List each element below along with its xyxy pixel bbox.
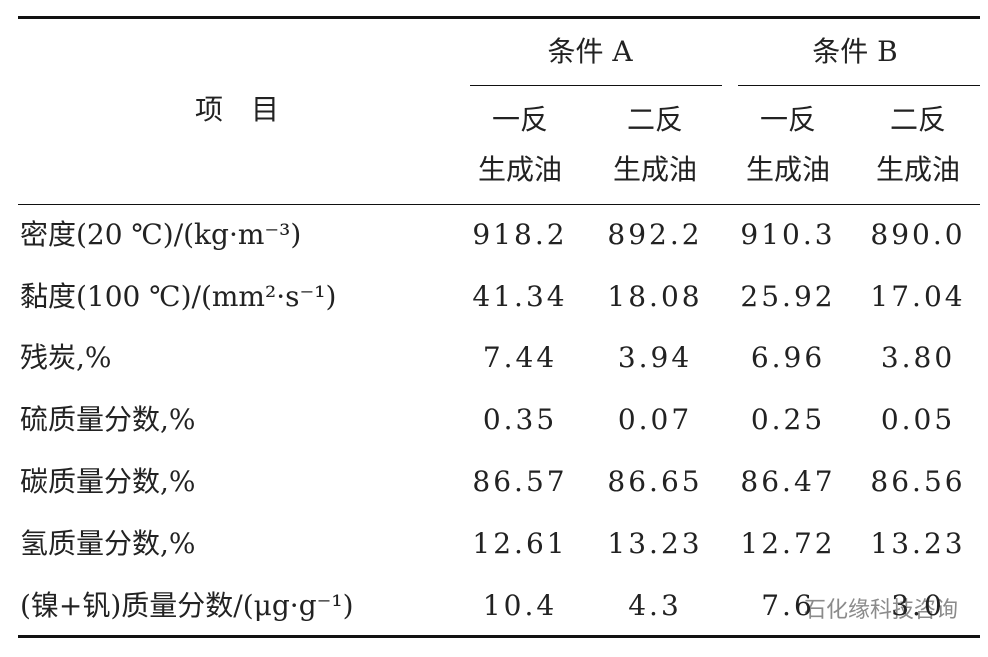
row-label: 碳质量分数,% <box>20 465 196 498</box>
cell-value: 13.23 <box>607 527 703 560</box>
cell-value: 3.0 <box>891 589 945 622</box>
cell-value: 0.35 <box>482 403 558 436</box>
cell-value: 918.2 <box>472 218 568 251</box>
cell-value: 890.0 <box>870 218 966 251</box>
row-label: (镍+钒)质量分数/(μg·g⁻¹) <box>20 589 354 622</box>
sub-header: 二反 <box>626 103 684 136</box>
cell-value: 892.2 <box>607 218 703 251</box>
group-rule <box>470 85 722 86</box>
group-header: 条件 B <box>812 35 898 68</box>
cell-value: 10.4 <box>482 589 558 622</box>
cell-value: 3.80 <box>880 341 956 374</box>
top-rule <box>18 16 980 19</box>
group-rule <box>738 85 980 86</box>
cell-value: 41.34 <box>472 280 568 313</box>
cell-value: 86.56 <box>870 465 966 498</box>
row-label: 黏度(100 ℃)/(mm²·s⁻¹) <box>20 280 337 313</box>
cell-value: 3.94 <box>617 341 693 374</box>
sub-header: 生成油 <box>477 153 563 186</box>
bottom-rule <box>18 635 980 638</box>
sub-header: 生成油 <box>875 153 961 186</box>
cell-value: 6.96 <box>750 341 826 374</box>
sub-header: 二反 <box>889 103 947 136</box>
cell-value: 0.05 <box>880 403 956 436</box>
item-header: 项 目 <box>194 93 280 126</box>
cell-value: 4.3 <box>628 589 682 622</box>
row-label: 密度(20 ℃)/(kg·m⁻³) <box>20 218 302 251</box>
cell-value: 7.44 <box>482 341 558 374</box>
row-label: 氢质量分数,% <box>20 527 196 560</box>
cell-value: 13.23 <box>870 527 966 560</box>
sub-header: 生成油 <box>745 153 831 186</box>
cell-value: 86.57 <box>472 465 568 498</box>
group-header: 条件 A <box>547 35 633 68</box>
cell-value: 18.08 <box>607 280 703 313</box>
cell-value: 25.92 <box>740 280 836 313</box>
cell-value: 17.04 <box>870 280 966 313</box>
sub-header: 一反 <box>491 103 549 136</box>
cell-value: 86.47 <box>740 465 836 498</box>
row-label: 硫质量分数,% <box>20 403 196 436</box>
sub-header: 生成油 <box>612 153 698 186</box>
cell-value: 0.07 <box>617 403 693 436</box>
cell-value: 12.72 <box>740 527 836 560</box>
cell-value: 910.3 <box>740 218 836 251</box>
cell-value: 7.6 <box>761 589 815 622</box>
sub-header: 一反 <box>759 103 817 136</box>
cell-value: 12.61 <box>472 527 568 560</box>
row-label: 残炭,% <box>20 341 112 374</box>
cell-value: 0.25 <box>750 403 826 436</box>
watermark: 石化缘科技咨询 <box>803 598 958 623</box>
cell-value: 86.65 <box>607 465 703 498</box>
header-rule <box>18 204 980 205</box>
